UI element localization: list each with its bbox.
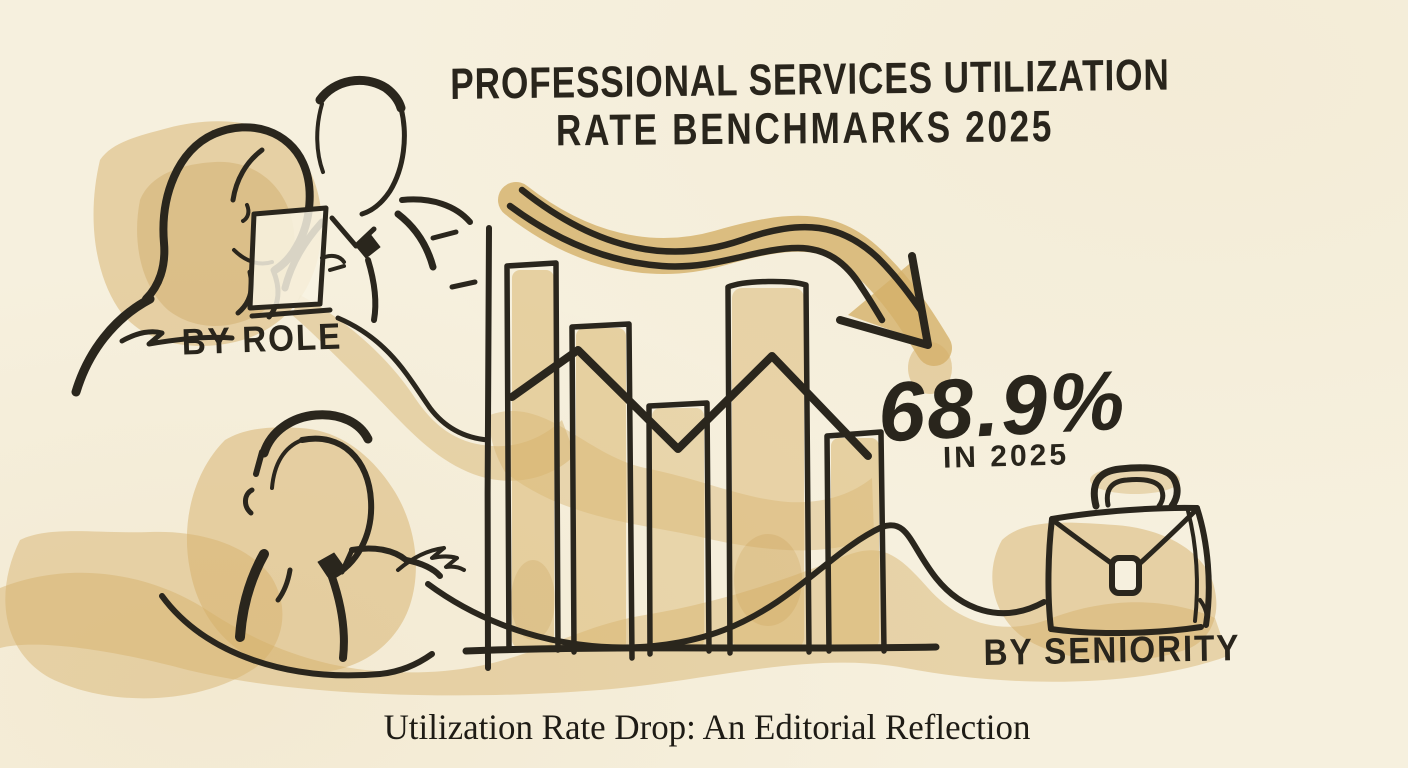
briefcase-sketch bbox=[1045, 464, 1212, 637]
trend-zigzag-line bbox=[508, 346, 872, 460]
x-axis bbox=[462, 643, 940, 655]
y-axis bbox=[484, 225, 492, 671]
stat-caption: IN 2025 bbox=[942, 438, 1070, 475]
title-line-2: RATE BENCHMARKS 2025 bbox=[555, 102, 1055, 156]
title-line-1: PROFESSIONAL SERVICES UTILIZATION bbox=[450, 51, 1170, 109]
briefcase-handle bbox=[1090, 464, 1181, 510]
footer-caption: Utilization Rate Drop: An Editorial Refl… bbox=[383, 707, 1031, 747]
team-sketch bbox=[71, 75, 478, 397]
bar-chart-sketch bbox=[462, 225, 940, 671]
downward-trend-arrow bbox=[506, 186, 932, 349]
label-by-seniority: BY SENIORITY bbox=[983, 627, 1241, 674]
briefcase-clasp bbox=[1109, 555, 1142, 596]
label-by-role: BY ROLE bbox=[181, 315, 343, 364]
arrowhead bbox=[836, 252, 932, 349]
clipboard bbox=[247, 205, 329, 311]
ink-layer bbox=[71, 75, 1212, 679]
presenter-sketch bbox=[159, 315, 1047, 679]
